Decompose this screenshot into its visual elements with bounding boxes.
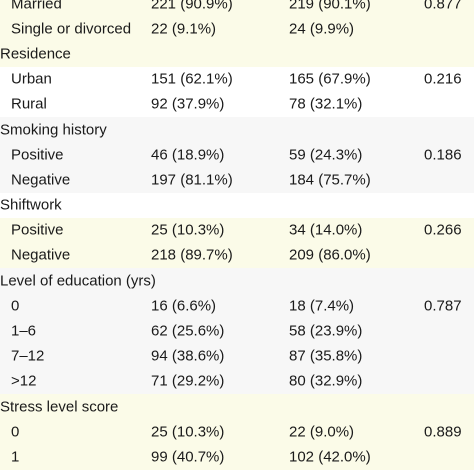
section-header: Residence <box>0 45 71 63</box>
row-label: 0 <box>11 423 20 441</box>
section-header: Stress level score <box>0 398 119 416</box>
group2-value: 22 (9.0%) <box>289 423 355 441</box>
group1-value: 94 (38.6%) <box>151 347 225 365</box>
group1-value: 46 (18.9%) <box>151 146 225 164</box>
section-header-row: Smoking history <box>0 116 474 143</box>
p-value: 0.889 <box>424 423 462 441</box>
group2-value: 102 (42.0%) <box>289 448 371 466</box>
row-label: Positive <box>11 146 64 164</box>
section-header-row: Stress level score <box>0 394 474 420</box>
p-value: 0.216 <box>424 70 462 88</box>
group2-value: 24 (9.9%) <box>289 20 355 38</box>
table-row: Negative 218 (89.7%) 209 (86.0%) <box>0 242 474 269</box>
table-row: 7–12 94 (38.6%) 87 (35.8%) <box>0 343 474 369</box>
group1-value: 25 (10.3%) <box>151 423 225 441</box>
group1-value: 71 (29.2%) <box>151 372 225 390</box>
group2-value: 87 (35.8%) <box>289 347 363 365</box>
p-value: 0.787 <box>424 297 462 315</box>
group1-value: 25 (10.3%) <box>151 221 225 239</box>
group1-value: 197 (81.1%) <box>151 171 233 189</box>
group2-value: 18 (7.4%) <box>289 297 355 315</box>
group2-value: 59 (24.3%) <box>289 146 363 164</box>
p-value: 0.186 <box>424 146 462 164</box>
row-label: Rural <box>11 95 47 113</box>
row-label: Married <box>11 0 62 13</box>
table-row: Positive 46 (18.9%) 59 (24.3%) 0.186 <box>0 142 474 168</box>
section-header: Shiftwork <box>0 196 62 214</box>
row-label: Positive <box>11 221 64 239</box>
row-label: Negative <box>11 171 71 189</box>
group2-value: 209 (86.0%) <box>289 246 371 264</box>
group1-value: 99 (40.7%) <box>151 448 225 466</box>
row-label: 7–12 <box>11 347 45 365</box>
table-row: Negative 197 (81.1%) 184 (75.7%) <box>0 167 474 193</box>
group1-value: 221 (90.9%) <box>151 0 233 13</box>
group2-value: 184 (75.7%) <box>289 171 371 189</box>
section-header: Smoking history <box>0 121 107 139</box>
group2-value: 58 (23.9%) <box>289 322 363 340</box>
row-label: 0 <box>11 297 20 315</box>
table-row: 0 16 (6.6%) 18 (7.4%) 0.787 <box>0 293 474 319</box>
p-value: 0.877 <box>424 0 462 13</box>
table-row: 1 99 (40.7%) 102 (42.0%) <box>0 444 474 470</box>
table-row: 0 25 (10.3%) 22 (9.0%) 0.889 <box>0 419 474 445</box>
row-label: Negative <box>11 246 71 264</box>
table-row: Single or divorced 22 (9.1%) 24 (9.9%) <box>0 16 474 42</box>
section-header-row: Residence <box>0 41 474 67</box>
row-label: Urban <box>11 70 52 88</box>
group2-value: 219 (90.1%) <box>289 0 371 13</box>
table-row: Rural 92 (37.9%) 78 (32.1%) <box>0 91 474 117</box>
table-row: Positive 25 (10.3%) 34 (14.0%) 0.266 <box>0 217 474 243</box>
table-row: 1–6 62 (25.6%) 58 (23.9%) <box>0 318 474 344</box>
group2-value: 165 (67.9%) <box>289 70 371 88</box>
p-value: 0.266 <box>424 221 462 239</box>
section-header: Level of education (yrs) <box>0 272 156 290</box>
section-header-row: Shiftwork <box>0 192 474 218</box>
group1-value: 22 (9.1%) <box>151 20 217 38</box>
row-label: 1 <box>11 448 20 466</box>
row-label: 1–6 <box>11 322 37 340</box>
group1-value: 16 (6.6%) <box>151 297 217 315</box>
group1-value: 62 (25.6%) <box>151 322 225 340</box>
group2-value: 34 (14.0%) <box>289 221 363 239</box>
section-header-row: Level of education (yrs) <box>0 268 474 294</box>
table-row: Married 221 (90.9%) 219 (90.1%) 0.877 <box>0 0 474 17</box>
group2-value: 78 (32.1%) <box>289 95 363 113</box>
group1-value: 92 (37.9%) <box>151 95 225 113</box>
table-row: >12 71 (29.2%) 80 (32.9%) <box>0 368 474 394</box>
group1-value: 151 (62.1%) <box>151 70 233 88</box>
row-label: Single or divorced <box>11 20 132 38</box>
group1-value: 218 (89.7%) <box>151 246 233 264</box>
table-row: Urban 151 (62.1%) 165 (67.9%) 0.216 <box>0 66 474 92</box>
row-label: >12 <box>11 372 37 390</box>
group2-value: 80 (32.9%) <box>289 372 363 390</box>
